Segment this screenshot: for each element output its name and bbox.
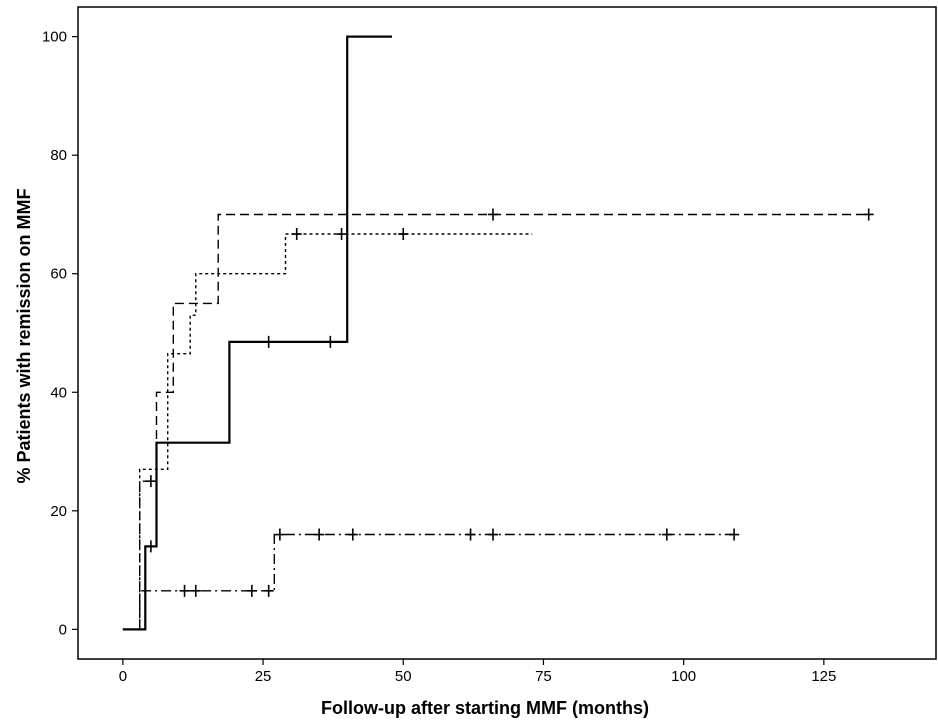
censor-mark <box>347 528 358 541</box>
censor-mark <box>325 335 336 348</box>
censor-mark <box>729 528 740 541</box>
censor-mark <box>274 528 285 541</box>
y-tick-label: 100 <box>42 29 67 46</box>
series-line-solid <box>122 35 392 631</box>
series-layer <box>122 35 874 631</box>
y-axis-title: % Patients with remission on MMF <box>14 188 34 483</box>
plot-frame <box>77 6 937 660</box>
x-tick-label: 0 <box>119 668 127 685</box>
censor-mark <box>145 540 156 553</box>
censor-mark <box>487 208 498 221</box>
y-tick-label: 40 <box>50 384 67 401</box>
censor-mark <box>661 528 672 541</box>
censor-mark <box>398 228 409 241</box>
y-tick-label: 80 <box>50 147 67 164</box>
censor-mark <box>863 208 874 221</box>
y-tick-label: 20 <box>50 503 67 520</box>
censor-mark <box>291 228 302 241</box>
censor-mark <box>179 584 190 597</box>
x-tick-label: 25 <box>255 668 272 685</box>
series-line-dotted <box>122 233 533 631</box>
x-axis-title: Follow-up after starting MMF (months) <box>321 698 649 718</box>
censor-mark <box>336 228 347 241</box>
censor-mark <box>263 584 274 597</box>
censor-mark <box>263 335 274 348</box>
series-line-dashdot <box>139 533 735 630</box>
censor-mark <box>190 584 201 597</box>
y-tick-label: 0 <box>59 621 67 638</box>
x-tick-label: 100 <box>671 668 696 685</box>
x-tick-label: 50 <box>395 668 412 685</box>
censor-mark <box>487 528 498 541</box>
censor-mark <box>246 584 257 597</box>
x-tick-label: 125 <box>811 668 836 685</box>
censor-mark <box>314 528 325 541</box>
series-line-dashed <box>122 213 869 631</box>
y-tick-label: 60 <box>50 266 67 283</box>
censor-mark <box>465 528 476 541</box>
x-tick-label: 75 <box>535 668 552 685</box>
axis-ticks: 0 25 50 75 100 125 0 20 40 60 80 100 <box>42 29 836 685</box>
censor-mark <box>145 475 156 488</box>
